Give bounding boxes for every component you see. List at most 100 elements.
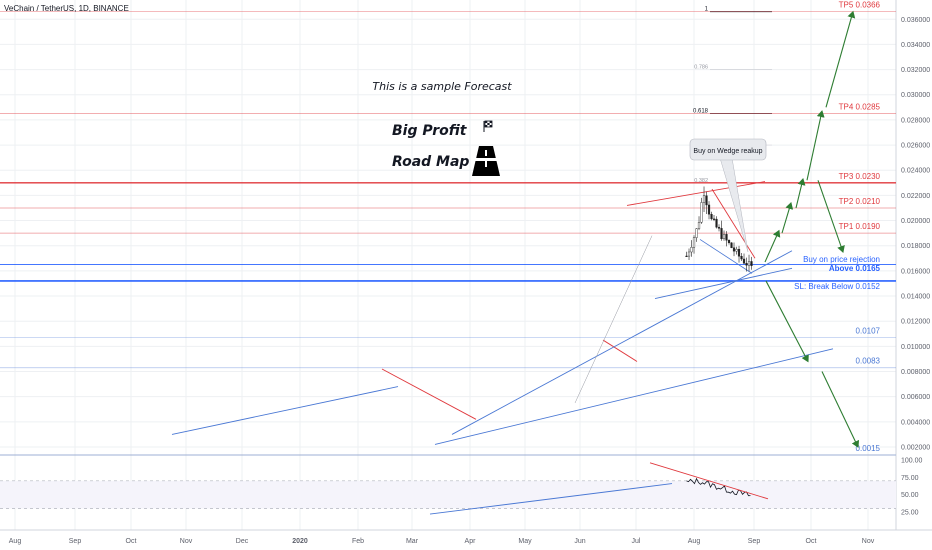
price-tick-label: 0.016000 (901, 268, 930, 275)
time-tick-label: Sep (69, 538, 82, 545)
road-map-label: Road Map (392, 154, 469, 170)
road-icon (472, 146, 500, 176)
support-level-label: 0.0083 (856, 357, 881, 366)
resistance-trendline (381, 368, 477, 420)
trendlines (171, 181, 834, 445)
price-axis[interactable]: 0.036000 0.034000 0.032000 0.030000 0.028000… (901, 17, 930, 517)
support-trendline (654, 267, 793, 299)
buy-rejection-label: Buy on price rejection (803, 255, 880, 264)
price-tick-label: 0.034000 (901, 42, 930, 49)
price-tick-label: 0.026000 (901, 143, 930, 150)
price-tick-label: 0.014000 (901, 294, 930, 301)
forecast-arrow-up (806, 110, 825, 181)
forecast-arrows (764, 10, 860, 448)
candle-body (735, 248, 738, 252)
candle-body (687, 251, 691, 257)
take-profit-label: TP2 0.0210 (839, 197, 881, 206)
candle-body (747, 261, 751, 266)
candle-body (705, 195, 708, 206)
take-profit-label: TP1 0.0190 (839, 222, 881, 231)
time-tick-label: Apr (465, 538, 477, 545)
candle-body (725, 234, 728, 241)
take-profit-label: TP4 0.0285 (839, 103, 881, 112)
rsi-tick-label: 50.00 (901, 492, 919, 499)
support-trendline (434, 348, 834, 445)
time-tick-label: Nov (180, 538, 193, 545)
candle-body (720, 228, 723, 240)
candle-body (740, 256, 743, 260)
time-tick-label: Mar (406, 538, 419, 545)
rsi-tick-label: 25.00 (901, 510, 919, 517)
resistance-trendline (711, 188, 756, 259)
rsi-band (0, 480, 896, 509)
support-trendline (451, 250, 793, 435)
candle-body (685, 255, 688, 258)
price-tick-label: 0.002000 (901, 445, 930, 452)
time-tick-label: Aug (9, 538, 22, 545)
price-tick-label: 0.010000 (901, 344, 930, 351)
candle-body (707, 204, 711, 215)
candle-body (727, 240, 731, 244)
price-tick-label: 0.006000 (901, 394, 930, 401)
candle-body (700, 202, 703, 223)
buy-above-label: Above 0.0165 (829, 264, 881, 273)
time-axis[interactable]: Aug Sep Oct Nov Dec 2020 Feb Mar Apr May Jun Jul Aug… (9, 538, 875, 545)
forecast-arrow-down (817, 180, 845, 253)
price-tick-label: 0.012000 (901, 319, 930, 326)
time-tick-label: Jun (574, 538, 585, 545)
price-tick-label: 0.022000 (901, 193, 930, 200)
time-tick-label: May (518, 538, 532, 545)
price-series (685, 186, 753, 272)
sample-forecast-note: This is a sample Forecast (372, 80, 512, 93)
candle-body (730, 242, 733, 248)
price-tick-label: 0.020000 (901, 218, 930, 225)
support-level-label: 0.0107 (856, 327, 881, 336)
forecast-arrow-up (781, 201, 794, 234)
support-trendline (171, 386, 399, 435)
price-tick-label: 0.028000 (901, 117, 930, 124)
forecast-arrow-down (821, 371, 860, 448)
candle-body (712, 218, 716, 220)
candle-body (695, 228, 698, 238)
time-tick-label: Oct (126, 538, 137, 545)
candle-body (715, 218, 718, 228)
resistance-trendline (602, 339, 638, 362)
aux-line (574, 235, 653, 404)
callout-text: Buy on Wedge reakup (693, 148, 762, 155)
fib-level-label: 1 (705, 7, 709, 13)
candle-body (697, 222, 701, 229)
checkered-flag-icon (483, 120, 493, 132)
rsi-tick-label: 100.00 (901, 458, 923, 465)
fib-level-label: 0.618 (693, 109, 709, 115)
take-profit-label: TP3 0.0230 (839, 172, 881, 181)
rsi-resistance-trendline (649, 462, 769, 500)
time-tick-label: Dec (236, 538, 249, 545)
rsi-tick-label: 75.00 (901, 475, 919, 482)
candle-body (737, 248, 741, 257)
forecast-arrow-down (765, 280, 809, 363)
wedge-line (699, 239, 753, 274)
time-tick-label: Nov (862, 538, 875, 545)
time-tick-label: Oct (806, 538, 817, 545)
price-tick-label: 0.024000 (901, 168, 930, 175)
candle-body (710, 213, 713, 220)
candle-body (742, 258, 746, 264)
resistance-trendline (626, 181, 766, 206)
price-tick-label: 0.032000 (901, 67, 930, 74)
candle-body (717, 226, 721, 229)
price-tick-label: 0.018000 (901, 243, 930, 250)
time-tick-label: Sep (748, 538, 761, 545)
candle-body (722, 234, 726, 240)
fib-level-label: 0.786 (694, 65, 708, 71)
candle-body (750, 261, 753, 266)
candle-body (702, 195, 706, 203)
take-profit-label: TP5 0.0366 (839, 1, 881, 10)
rsi-pane (0, 462, 896, 515)
price-tick-label: 0.036000 (901, 17, 930, 24)
forecast-arrow-up (795, 178, 806, 209)
big-profit-label: Big Profit (392, 123, 468, 139)
time-tick-label: Jul (632, 538, 641, 545)
